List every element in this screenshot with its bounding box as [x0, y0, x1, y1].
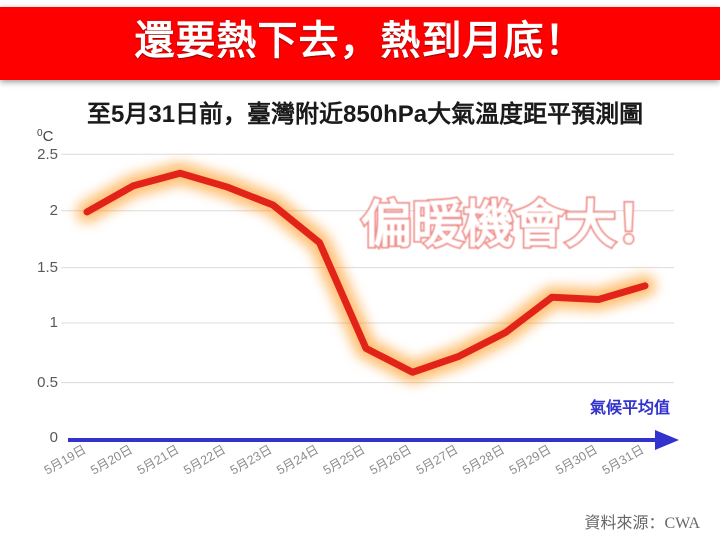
svg-text:5月22日: 5月22日 [181, 442, 228, 477]
svg-text:氣候平均值: 氣候平均值 [590, 398, 670, 417]
svg-text:5月26日: 5月26日 [367, 442, 414, 477]
svg-text:5月31日: 5月31日 [600, 442, 647, 477]
svg-text:2: 2 [50, 202, 58, 219]
svg-text:0C: 0C [37, 128, 54, 146]
svg-text:5月30日: 5月30日 [553, 442, 600, 477]
svg-text:0.5: 0.5 [37, 374, 58, 391]
svg-text:5月19日: 5月19日 [42, 442, 89, 477]
svg-text:資料來源：CWA: 資料來源：CWA [584, 514, 700, 532]
svg-text:5月24日: 5月24日 [274, 442, 321, 477]
svg-text:5月29日: 5月29日 [507, 442, 554, 477]
svg-text:5月28日: 5月28日 [460, 442, 507, 477]
svg-text:2.5: 2.5 [37, 146, 58, 163]
svg-text:1: 1 [50, 314, 58, 331]
svg-text:0: 0 [50, 429, 58, 446]
svg-text:1.5: 1.5 [37, 259, 58, 276]
svg-text:5月27日: 5月27日 [414, 442, 461, 477]
svg-text:5月23日: 5月23日 [228, 442, 275, 477]
svg-text:5月20日: 5月20日 [88, 442, 135, 477]
svg-text:5月21日: 5月21日 [135, 442, 182, 477]
svg-text:偏暖機會大！: 偏暖機會大！ [361, 196, 667, 253]
svg-text:5月25日: 5月25日 [321, 442, 368, 477]
